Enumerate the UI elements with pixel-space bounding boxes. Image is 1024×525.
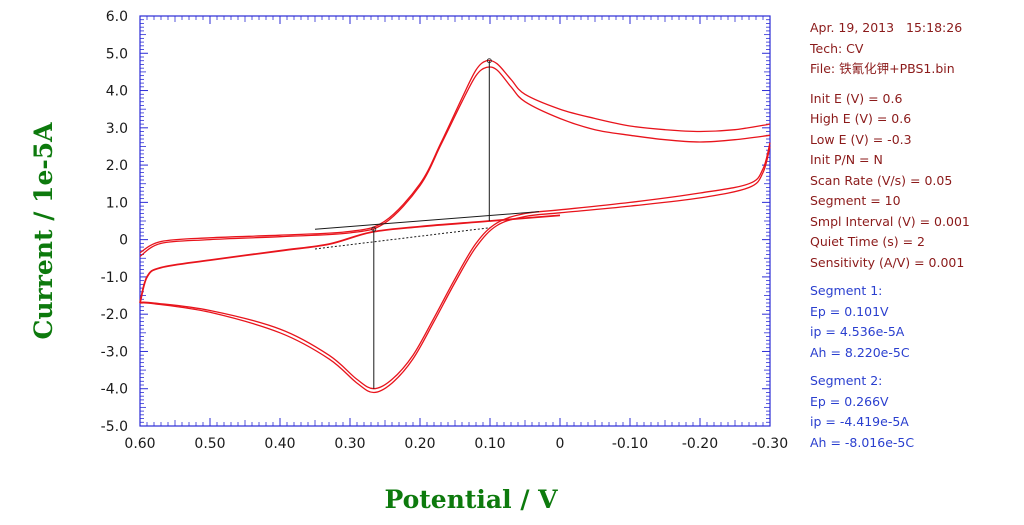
x-tick-label: 0.10 bbox=[474, 436, 505, 452]
file-name: File: 铁氰化钾+PBS1.bin bbox=[810, 61, 955, 76]
baseline-dotted bbox=[314, 227, 491, 250]
y-tick-label: 1.0 bbox=[106, 195, 128, 211]
cv-curve-baseline-fill bbox=[139, 214, 561, 304]
x-tick-label: 0.40 bbox=[264, 436, 295, 452]
x-tick-label: 0.50 bbox=[194, 436, 225, 452]
x-axis-title: Potential / V bbox=[384, 485, 558, 514]
cv-curve-forward-scan-outer bbox=[139, 66, 771, 257]
y-axis-title: Current / 1e-5A bbox=[29, 122, 58, 340]
y-tick-label: -2.0 bbox=[101, 307, 128, 323]
cv-curve-reverse-scan-inner bbox=[139, 142, 771, 390]
param-sensitivity: Sensitivity (A/V) = 0.001 bbox=[810, 254, 965, 270]
technique: Tech: CV bbox=[810, 40, 864, 56]
segment-2-ah: Ah = -8.016e-5C bbox=[810, 434, 915, 450]
x-tick-label: -0.10 bbox=[612, 436, 648, 452]
x-tick-label: -0.30 bbox=[752, 436, 788, 452]
y-tick-label: -1.0 bbox=[101, 270, 128, 286]
segment-2-title: Segment 2: bbox=[810, 373, 883, 388]
x-tick-label: 0.60 bbox=[124, 436, 155, 452]
y-tick-label: 4.0 bbox=[106, 84, 128, 100]
y-tick-label: 3.0 bbox=[106, 121, 128, 137]
y-tick-label: -3.0 bbox=[101, 344, 128, 360]
x-tick-label: 0.30 bbox=[334, 436, 365, 452]
segment-1-title: Segment 1: bbox=[810, 283, 883, 298]
run-info: Apr. 19, 2013 15:18:26 Tech: CV File: 铁氰… bbox=[810, 18, 1020, 80]
info-panel: Apr. 19, 2013 15:18:26 Tech: CV File: 铁氰… bbox=[810, 18, 1020, 453]
segment-1-ep: Ep = 0.101V bbox=[810, 303, 889, 319]
y-tick-label: 0 bbox=[119, 233, 128, 249]
cv-curve-forward-scan-inner bbox=[139, 59, 771, 254]
param-high-e: High E (V) = 0.6 bbox=[810, 111, 912, 126]
y-tick-label: -4.0 bbox=[101, 382, 128, 398]
param-init-e: Init E (V) = 0.6 bbox=[810, 90, 903, 106]
y-tick-label: 2.0 bbox=[106, 158, 128, 174]
parameter-list: Init E (V) = 0.6 High E (V) = 0.6 Low E … bbox=[810, 89, 1020, 274]
segment-2-results: Segment 2: Ep = 0.266V ip = -4.419e-5A A… bbox=[810, 371, 1020, 453]
date-time: Apr. 19, 2013 15:18:26 bbox=[810, 18, 1020, 39]
param-init-pn: Init P/N = N bbox=[810, 152, 883, 167]
x-tick-label: 0 bbox=[556, 436, 565, 452]
segment-1-ah: Ah = 8.220e-5C bbox=[810, 344, 910, 360]
x-tick-label: 0.20 bbox=[404, 436, 435, 452]
param-low-e: Low E (V) = -0.3 bbox=[810, 131, 912, 147]
param-sample-interval: Smpl Interval (V) = 0.001 bbox=[810, 213, 970, 229]
run-time: 15:18:26 bbox=[906, 20, 963, 35]
y-tick-label: 6.0 bbox=[106, 9, 128, 25]
y-tick-label: -5.0 bbox=[101, 419, 128, 435]
segment-2-ip: ip = -4.419e-5A bbox=[810, 414, 909, 429]
param-quiet-time: Quiet Time (s) = 2 bbox=[810, 234, 926, 249]
cv-curve-reverse-scan-outer bbox=[139, 146, 771, 394]
segment-2-ep: Ep = 0.266V bbox=[810, 393, 889, 409]
peak-marker-point-2 bbox=[371, 226, 377, 232]
param-segment: Segment = 10 bbox=[810, 193, 901, 208]
peak-marker-point-1 bbox=[486, 58, 492, 64]
param-scan-rate: Scan Rate (V/s) = 0.05 bbox=[810, 172, 953, 188]
segment-1-results: Segment 1: Ep = 0.101V ip = 4.536e-5A Ah… bbox=[810, 281, 1020, 363]
segment-1-ip: ip = 4.536e-5A bbox=[810, 324, 905, 339]
y-tick-label: 5.0 bbox=[106, 46, 128, 62]
baseline-solid bbox=[314, 211, 540, 230]
x-tick-label: -0.20 bbox=[682, 436, 718, 452]
run-date: Apr. 19, 2013 bbox=[810, 20, 895, 35]
plot-frame bbox=[139, 15, 771, 427]
